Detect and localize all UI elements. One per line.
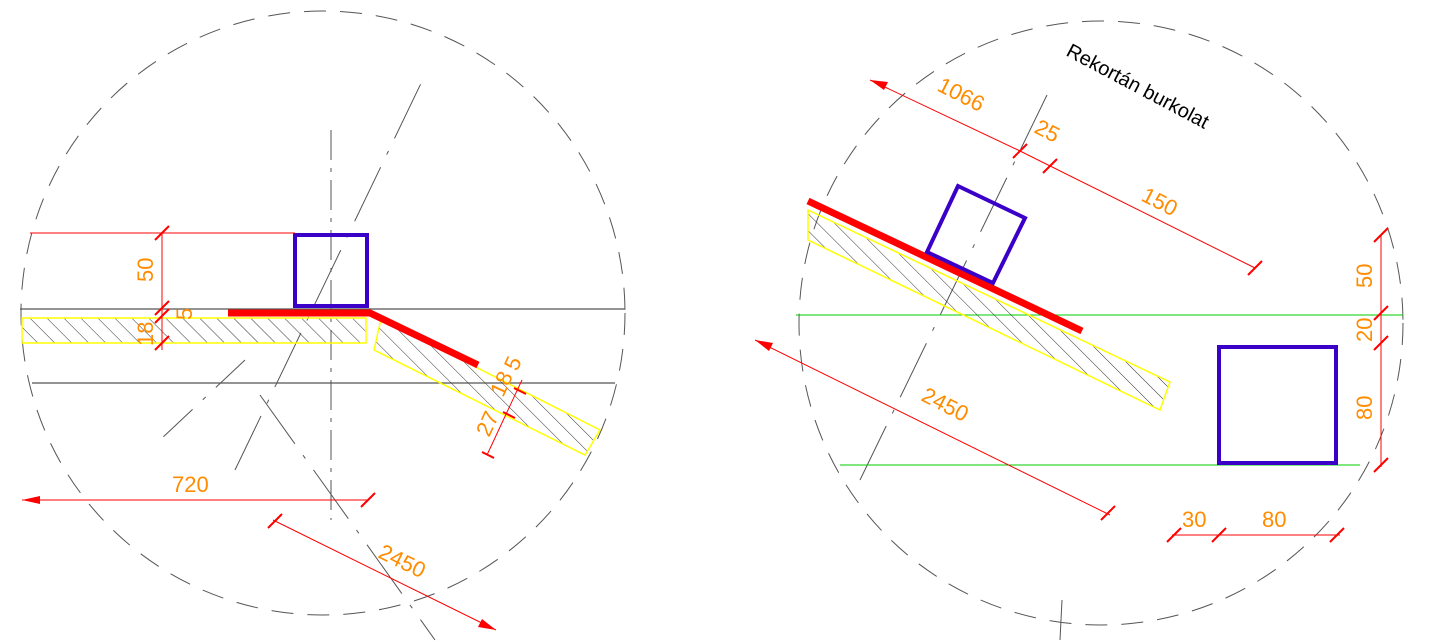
right-tick-50-top [1373,227,1389,243]
right-tick-80-right [1329,527,1345,543]
left-board [228,309,480,369]
right-note-rekortan: Rekortán burkolat [1063,40,1213,134]
left-tick-2450 [267,513,283,529]
left-dim-18-left: 18 [133,322,158,346]
right-dim-80-vertical: 80 [1352,396,1377,420]
left-dim-2450: 2450 [375,539,430,583]
left-arrow-2450 [478,619,496,630]
left-construction-line-3 [259,394,436,641]
right-tick-30-left [1166,527,1182,543]
left-insulation-flat [21,317,367,344]
right-dim-150: 150 [1138,182,1182,221]
right-tick-25-a [1012,143,1028,159]
right-dim-30: 30 [1182,507,1206,532]
left-tick-50-top [154,225,170,241]
left-insulation-slope [373,317,602,456]
right-construction-line-2 [1059,599,1063,641]
left-detail-circle [20,10,626,616]
right-tick-80-bottom [1373,457,1389,473]
left-tick-27-bottom [481,451,495,459]
right-dim-50: 50 [1352,264,1377,288]
right-tick-150 [1247,260,1263,276]
right-insulation-slope [807,208,1171,412]
right-arrow-2450 [755,340,773,351]
left-tick-50-bottom [154,300,170,316]
left-tick-5 [154,308,170,324]
left-profile-square [293,233,369,308]
left-dim-5-top: 5 [172,308,197,320]
left-dim-5-right: 5 [499,352,527,374]
left-tick-18 [154,335,170,351]
left-arrow-720 [22,496,40,504]
left-dim-720: 720 [172,472,209,497]
left-detail: 50 5 18 720 2450 5 18 27 [20,10,626,641]
left-tick-5-right [513,387,527,395]
right-arrow-1066 [870,80,888,90]
right-tick-50-bottom [1373,305,1389,321]
left-tick-720 [360,492,376,508]
left-construction-line-2 [159,359,246,441]
right-dim-line-150 [1019,150,1256,269]
right-dim-80-horizontal: 80 [1262,507,1286,532]
left-dim-50: 50 [133,258,158,282]
right-detail-circle [798,20,1404,626]
right-dim-20: 20 [1352,318,1377,342]
right-tick-20 [1373,335,1389,351]
right-detail: Rekortán burkolat 1066 25 150 2450 50 20… [754,20,1404,641]
right-tick-25-b [1042,158,1058,174]
right-profile-square-rotated [924,183,1028,286]
left-tick-18-right [502,411,516,419]
left-dim-line-2450 [272,519,497,631]
left-dim-line-27 [486,379,523,456]
right-dim-1066: 1066 [934,72,989,116]
right-dim-2450: 2450 [918,382,973,426]
right-tick-30-right [1211,527,1227,543]
right-dim-line-2450 [754,339,1111,516]
left-construction-line-1 [234,74,426,471]
right-tick-2450 [1100,505,1116,521]
right-dim-line-1066 [869,79,1021,152]
right-board [806,197,1084,335]
right-profile-square [1217,345,1338,465]
